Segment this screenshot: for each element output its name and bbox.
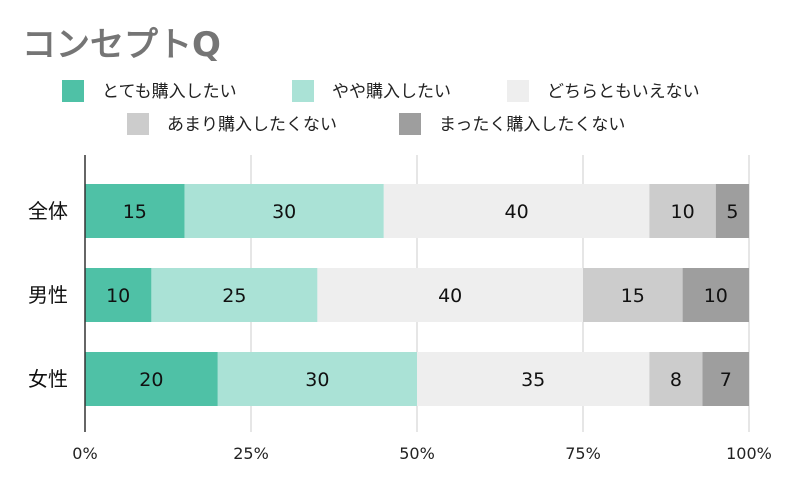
data-label-3-2: 30: [305, 369, 329, 391]
data-label-2-4: 15: [621, 285, 645, 307]
x-tick-label-3: 50%: [399, 444, 435, 463]
data-label-3-3: 35: [521, 369, 545, 391]
bar-segment-2-3: [317, 268, 583, 322]
data-label-1-2: 30: [272, 201, 296, 223]
legend-label-3: どちらともいえない: [547, 82, 700, 102]
data-label-1-5: 5: [726, 201, 738, 223]
data-label-3-5: 7: [720, 369, 732, 391]
data-label-3-4: 8: [670, 369, 682, 391]
x-tick-label-5: 100%: [726, 444, 772, 463]
bar-segment-2-5: [682, 268, 749, 322]
legend-swatch-5: [399, 113, 421, 135]
x-tick-label-1: 0%: [72, 444, 97, 463]
category-label-3: 女性: [28, 367, 68, 391]
legend-label-5: まったく購入したくない: [439, 115, 625, 135]
bar-segment-2-2: [151, 268, 318, 322]
legend-label-4: あまり購入したくない: [167, 115, 337, 135]
bar-segment-3-5: [702, 352, 749, 406]
x-tick-label-2: 25%: [233, 444, 269, 463]
data-label-1-3: 40: [505, 201, 529, 223]
bar-segment-1-2: [184, 184, 384, 238]
data-label-1-1: 15: [123, 201, 147, 223]
legend-swatch-1: [62, 80, 84, 102]
data-label-2-5: 10: [704, 285, 728, 307]
legend-swatch-4: [127, 113, 149, 135]
category-label-1: 全体: [28, 199, 68, 223]
data-label-1-4: 10: [671, 201, 695, 223]
data-label-3-1: 20: [139, 369, 163, 391]
legend-label-2: やや購入したい: [332, 82, 451, 102]
bar-segment-1-1: [85, 184, 185, 238]
legend-swatch-2: [292, 80, 314, 102]
bar-segment-2-4: [583, 268, 683, 322]
bar-segment-2-1: [85, 268, 152, 322]
x-tick-label-4: 75%: [565, 444, 601, 463]
chart-title: コンセプトQ: [22, 25, 221, 65]
axis: 0% 25% 50% 75% 100%: [72, 155, 772, 463]
data-label-2-3: 40: [438, 285, 462, 307]
bar-segment-3-4: [649, 352, 703, 406]
bar-segment-3-1: [85, 352, 218, 406]
data-label-2-2: 25: [222, 285, 246, 307]
legend-swatch-3: [507, 80, 529, 102]
legend-label-1: とても購入したい: [102, 82, 237, 102]
bar-segment-1-3: [383, 184, 650, 238]
data-label-2-1: 10: [106, 285, 130, 307]
bar-segment-3-2: [217, 352, 417, 406]
bars: 15 30 40 10 5 全体 10 25 40 15 10 男性 20 30 35 8 7 女性: [28, 184, 749, 406]
bar-segment-1-4: [649, 184, 716, 238]
bar-segment-3-3: [417, 352, 650, 406]
category-label-2: 男性: [28, 283, 68, 307]
bar-segment-1-5: [715, 184, 749, 238]
